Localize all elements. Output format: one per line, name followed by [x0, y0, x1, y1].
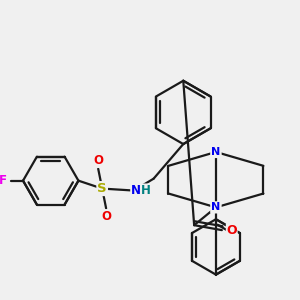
Text: O: O	[226, 224, 237, 237]
Text: H: H	[141, 184, 151, 197]
Text: F: F	[0, 174, 7, 187]
Text: N: N	[131, 184, 141, 197]
Text: O: O	[101, 210, 111, 223]
Text: O: O	[93, 154, 103, 167]
Text: N: N	[211, 147, 220, 157]
Text: S: S	[98, 182, 107, 195]
Text: N: N	[211, 202, 220, 212]
